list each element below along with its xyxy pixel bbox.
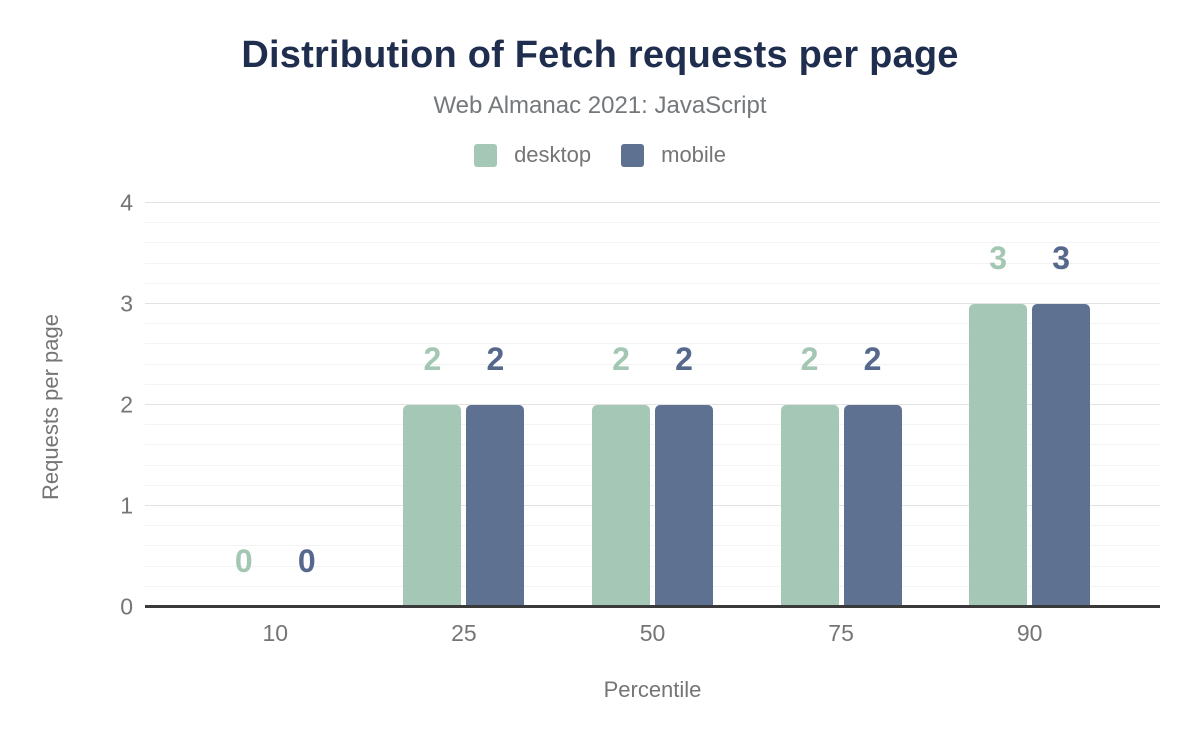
bar-mobile-p50 bbox=[654, 405, 713, 607]
category-group-p75: 2 2 75 bbox=[747, 203, 936, 646]
legend-swatch-mobile-icon bbox=[621, 143, 645, 167]
bars-region: 0 0 10 2 2 25 2 2 50 2 2 75 3 3 90 bbox=[181, 203, 1124, 646]
x-tick-label: 25 bbox=[451, 620, 477, 646]
data-label-desktop-p25: 2 bbox=[423, 341, 442, 377]
x-tick-label: 50 bbox=[639, 620, 666, 646]
y-tick-label: 2 bbox=[120, 391, 133, 418]
gridline-minor bbox=[145, 565, 1160, 567]
legend: desktop mobile bbox=[0, 142, 1200, 168]
category-group-p25: 2 2 25 bbox=[370, 203, 559, 646]
y-tick-label: 3 bbox=[120, 290, 133, 317]
data-label-desktop-p10: 0 bbox=[234, 543, 253, 579]
bar-slot-desktop-p90: 3 bbox=[969, 203, 1028, 607]
legend-item-desktop: desktop bbox=[474, 142, 591, 168]
legend-item-mobile: mobile bbox=[621, 142, 726, 168]
category-group-p90: 3 3 90 bbox=[935, 203, 1124, 646]
bar-slot-desktop-p10: 0 bbox=[215, 203, 273, 607]
gridline-major bbox=[145, 404, 1160, 405]
gridline-minor bbox=[145, 242, 1160, 244]
bar-slot-desktop-p75: 2 bbox=[780, 203, 839, 607]
data-label-desktop-p75: 2 bbox=[800, 341, 819, 377]
bar-mobile-p90 bbox=[1032, 304, 1091, 607]
x-axis-line bbox=[145, 605, 1160, 608]
y-tick-label: 0 bbox=[120, 593, 133, 620]
legend-label-mobile: mobile bbox=[661, 142, 726, 167]
legend-swatch-desktop-icon bbox=[474, 143, 498, 167]
gridline-minor bbox=[145, 484, 1160, 486]
x-tick-label: 90 bbox=[1016, 620, 1043, 646]
data-label-mobile-p25: 2 bbox=[486, 341, 505, 377]
bar-mobile-p25 bbox=[466, 405, 525, 607]
gridline-minor bbox=[145, 222, 1160, 224]
y-axis-title: Requests per page bbox=[38, 314, 63, 500]
bar-slot-mobile-p75: 2 bbox=[843, 203, 902, 607]
x-tick-label: 75 bbox=[828, 620, 854, 646]
y-tick-label: 4 bbox=[120, 189, 133, 216]
gridline-minor bbox=[145, 363, 1160, 365]
bar-slot-mobile-p90: 3 bbox=[1032, 203, 1091, 607]
bar-slot-desktop-p25: 2 bbox=[403, 203, 462, 607]
x-tick-label: 10 bbox=[262, 620, 289, 646]
gridline-minor bbox=[145, 525, 1160, 527]
category-group-p10: 0 0 10 bbox=[181, 203, 370, 646]
gridline-minor bbox=[145, 262, 1160, 264]
legend-label-desktop: desktop bbox=[514, 142, 592, 167]
gridline-minor bbox=[145, 585, 1160, 587]
gridline-major bbox=[145, 202, 1160, 203]
category-group-p50: 2 2 50 bbox=[558, 203, 747, 646]
gridline-minor bbox=[145, 323, 1160, 325]
gridline-minor bbox=[145, 343, 1160, 345]
bar-desktop-p90 bbox=[969, 304, 1028, 607]
bar-desktop-p50 bbox=[591, 405, 650, 607]
bar-mobile-p75 bbox=[843, 405, 902, 607]
chart-subtitle: Web Almanac 2021: JavaScript bbox=[433, 92, 767, 119]
data-label-desktop-p50: 2 bbox=[612, 341, 630, 377]
bar-slot-desktop-p50: 2 bbox=[591, 203, 650, 607]
chart-title: Distribution of Fetch requests per page bbox=[241, 34, 959, 76]
bar-desktop-p75 bbox=[780, 405, 839, 607]
gridline-major bbox=[145, 505, 1160, 506]
bar-slot-mobile-p10: 0 bbox=[278, 203, 336, 607]
data-label-desktop-p90: 3 bbox=[989, 240, 1008, 276]
gridline-minor bbox=[145, 424, 1160, 426]
data-label-mobile-p10: 0 bbox=[297, 543, 316, 579]
bar-desktop-p25 bbox=[403, 405, 462, 607]
gridline-minor bbox=[145, 444, 1160, 446]
y-tick-label: 1 bbox=[120, 492, 133, 519]
bar-slot-mobile-p25: 2 bbox=[466, 203, 525, 607]
gridline-minor bbox=[145, 383, 1160, 385]
data-label-mobile-p90: 3 bbox=[1052, 240, 1071, 276]
gridline-minor bbox=[145, 545, 1160, 547]
gridline-minor bbox=[145, 464, 1160, 466]
x-axis-title: Percentile bbox=[603, 677, 702, 702]
data-label-mobile-p50: 2 bbox=[675, 341, 693, 377]
gridline-major bbox=[145, 303, 1160, 304]
gridline-minor bbox=[145, 282, 1160, 284]
data-label-mobile-p75: 2 bbox=[863, 341, 882, 377]
bar-slot-mobile-p50: 2 bbox=[654, 203, 713, 607]
